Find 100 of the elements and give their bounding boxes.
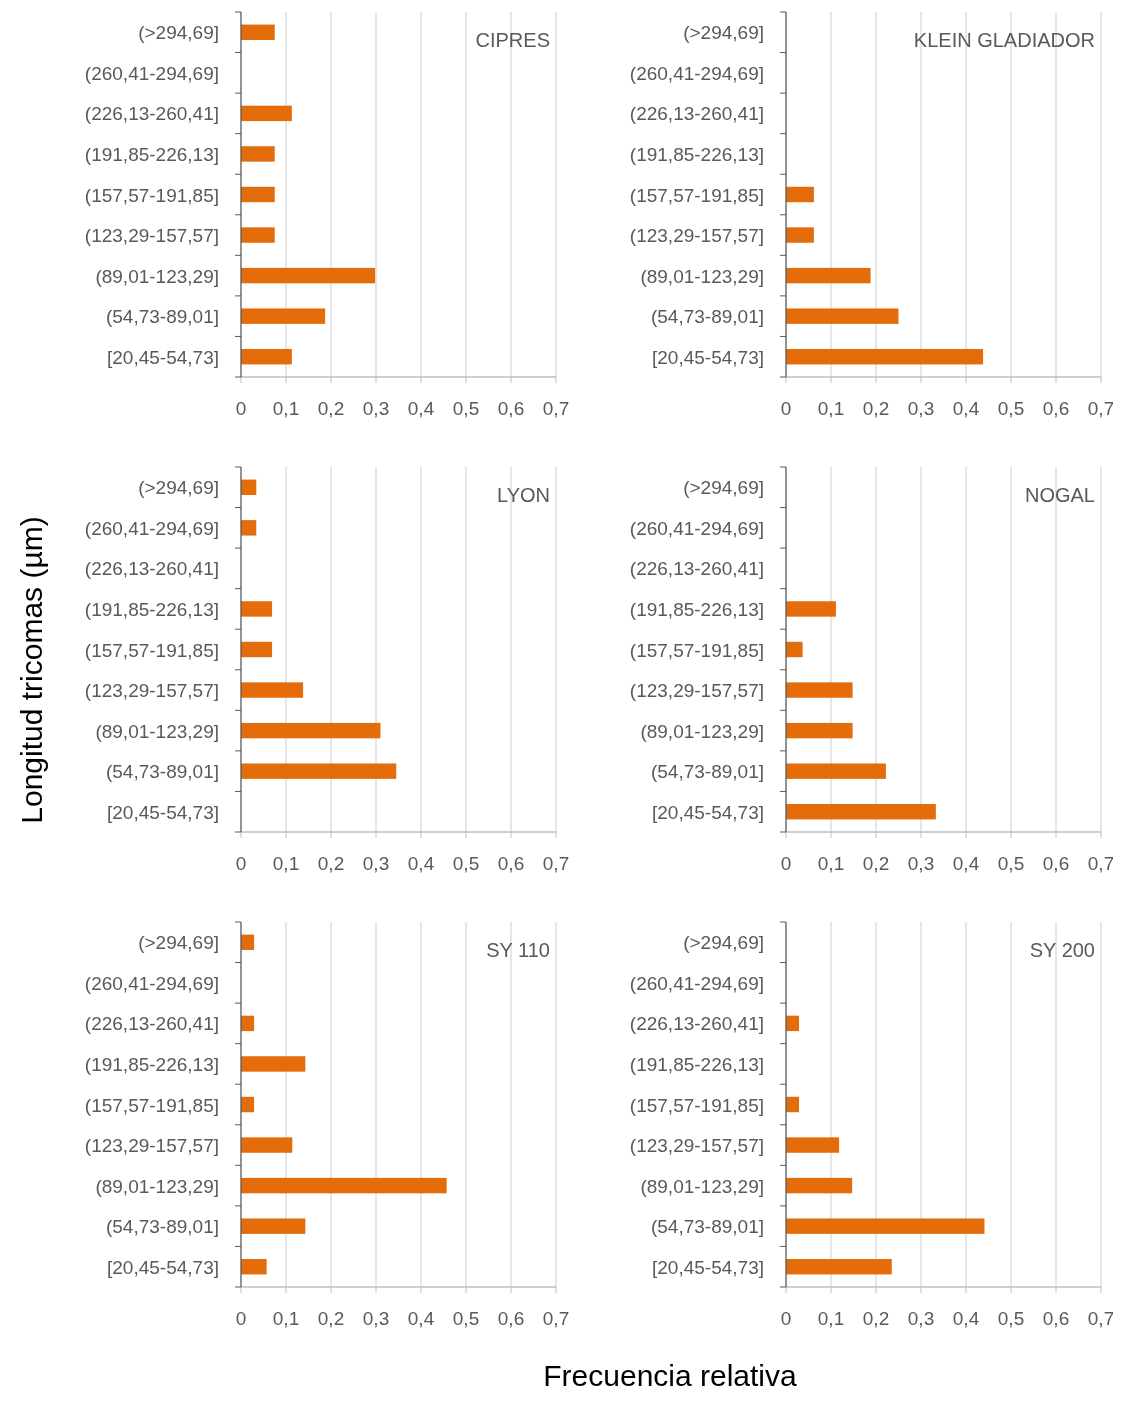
x-tick-label: 0,5 [452,853,480,874]
bar [241,1096,255,1113]
x-tick-label: 0,2 [317,398,345,419]
bar [786,1218,985,1234]
x-tick-label: 0,2 [862,853,890,874]
y-tick-label: [20,45-54,73] [652,801,764,823]
bar [241,308,326,324]
bar [241,227,275,243]
y-tick-label: (226,13-260,41] [629,103,764,125]
x-tick-label: 0,7 [1087,398,1115,419]
text: SY 200 [1029,939,1095,961]
y-tick-label: (54,73-89,01] [105,306,219,328]
y-tick-label: (157,57-191,85] [629,1094,764,1116]
x-tick-label: 0,1 [817,1308,845,1329]
x-tick-label: 0,3 [362,1308,390,1329]
bar [241,1259,267,1275]
y-tick-label: (54,73-89,01] [650,306,764,328]
y-tick-label: (157,57-191,85] [84,184,219,206]
y-tick-label: (89,01-123,29] [95,265,219,287]
bar [241,682,304,698]
y-tick-label: (260,41-294,69] [629,972,764,994]
y-tick-label: (123,29-157,57] [629,680,764,702]
x-tick-label: 0,4 [407,398,435,419]
x-tick-label: 0,4 [952,1308,980,1329]
y-tick-label: (157,57-191,85] [629,184,764,206]
y-tick-label: (89,01-123,29] [640,1175,764,1197]
bar [786,1137,840,1153]
bar [241,601,273,617]
bar [241,520,257,536]
bar [241,934,255,950]
y-axis-title: Longitud tricomas (µm) [15,516,48,824]
x-tick-label: 0,4 [407,853,435,874]
x-tick-label: 0,5 [997,853,1025,874]
bar [241,641,273,658]
x-tick-label: 0,6 [1042,853,1070,874]
x-tick-label: 0,5 [997,1308,1025,1329]
bar [786,186,814,203]
x-tick-label: 0,6 [1042,398,1070,419]
x-tick-label: 0 [235,853,247,874]
y-tick-label: [20,45-54,73] [107,1256,219,1278]
x-axis-title: Frecuencia relativa [543,1359,798,1392]
bar [786,722,853,739]
text: LYON [497,484,550,506]
y-tick-label: (>294,69] [138,932,219,954]
x-tick-label: 0,4 [407,1308,435,1329]
bar [241,1177,447,1194]
x-tick-label: 0,2 [862,398,890,419]
x-tick-label: 0,2 [862,1308,890,1329]
text: NOGAL [1024,484,1095,506]
y-tick-label: (54,73-89,01] [105,1216,219,1238]
y-tick-label: (260,41-294,69] [629,517,764,539]
text: CIPRES [475,29,550,51]
bar [786,804,936,820]
bar [241,24,275,40]
y-tick-label: (89,01-123,29] [95,1175,219,1197]
y-tick-label: (191,85-226,13] [84,598,219,620]
bar [241,1137,293,1153]
bar [786,1015,800,1032]
x-tick-label: 0,1 [272,853,300,874]
y-tick-label: (226,13-260,41] [84,558,219,580]
x-tick-label: 0,6 [497,398,525,419]
x-tick-label: 0 [780,398,792,419]
y-tick-label: [20,45-54,73] [107,801,219,823]
y-tick-label: (>294,69] [138,22,219,44]
x-tick-label: 0 [235,398,247,419]
x-tick-label: 0,3 [907,398,935,419]
y-tick-label: (>294,69] [683,22,764,44]
x-tick-label: 0,7 [1087,1308,1115,1329]
y-tick-label: (226,13-260,41] [629,558,764,580]
x-tick-label: 0,1 [272,398,300,419]
y-tick-label: (89,01-123,29] [640,265,764,287]
y-tick-label: (157,57-191,85] [84,1094,219,1116]
bar [241,763,397,779]
x-tick-label: 0,6 [497,853,525,874]
bar [786,641,803,658]
bar [241,146,275,162]
bar [786,763,886,779]
x-tick-label: 0,4 [952,398,980,419]
y-tick-label: (260,41-294,69] [84,972,219,994]
y-tick-label: (123,29-157,57] [629,225,764,247]
bar [786,682,853,698]
y-tick-label: (226,13-260,41] [84,103,219,125]
bar [786,267,871,284]
x-tick-label: 0,6 [1042,1308,1070,1329]
y-tick-label: (123,29-157,57] [84,680,219,702]
y-tick-label: (226,13-260,41] [84,1013,219,1035]
y-tick-label: (>294,69] [683,477,764,499]
x-tick-label: 0,1 [272,1308,300,1329]
x-tick-label: 0 [780,1308,792,1329]
y-tick-label: (260,41-294,69] [84,517,219,539]
x-tick-label: 0,3 [362,398,390,419]
y-tick-label: (>294,69] [138,477,219,499]
x-tick-label: 0,5 [452,1308,480,1329]
bar [786,308,899,324]
y-tick-label: (191,85-226,13] [84,1053,219,1075]
x-tick-label: 0,4 [952,853,980,874]
y-tick-label: (54,73-89,01] [650,761,764,783]
x-tick-label: 0,2 [317,1308,345,1329]
y-tick-label: (226,13-260,41] [629,1013,764,1035]
y-tick-label: (157,57-191,85] [84,639,219,661]
